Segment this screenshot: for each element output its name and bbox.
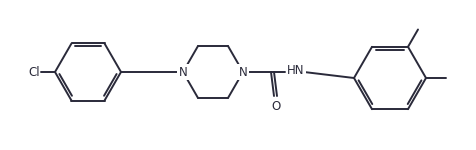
Text: O: O xyxy=(271,100,281,113)
Text: N: N xyxy=(178,66,188,78)
Text: HN: HN xyxy=(287,64,305,78)
Text: Cl: Cl xyxy=(29,66,40,78)
Text: N: N xyxy=(238,66,248,78)
